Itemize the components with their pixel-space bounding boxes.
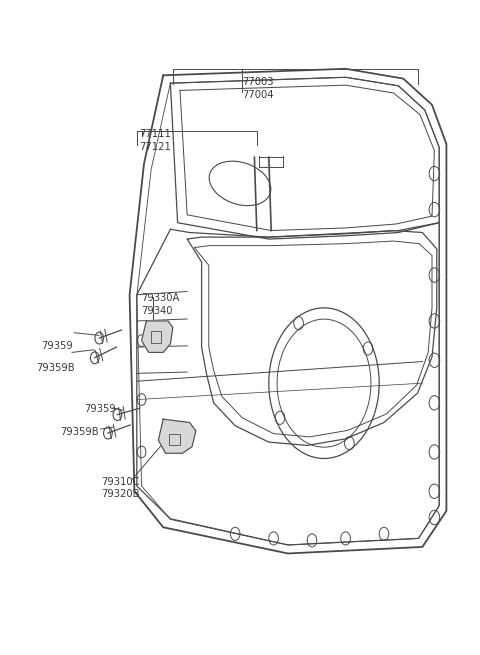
Text: 79359B: 79359B (36, 363, 74, 373)
Text: 79359B: 79359B (60, 427, 98, 438)
Polygon shape (158, 419, 196, 453)
Bar (169, 434, 180, 445)
Text: 77003
77004: 77003 77004 (242, 77, 274, 100)
Text: 77111
77121: 77111 77121 (139, 130, 171, 152)
Text: 79359: 79359 (41, 341, 72, 351)
Text: 79310C
79320B: 79310C 79320B (101, 477, 139, 499)
Text: 79330A
79340: 79330A 79340 (142, 293, 180, 316)
Text: 79359: 79359 (84, 404, 116, 415)
Bar (151, 331, 161, 343)
Polygon shape (142, 321, 173, 352)
